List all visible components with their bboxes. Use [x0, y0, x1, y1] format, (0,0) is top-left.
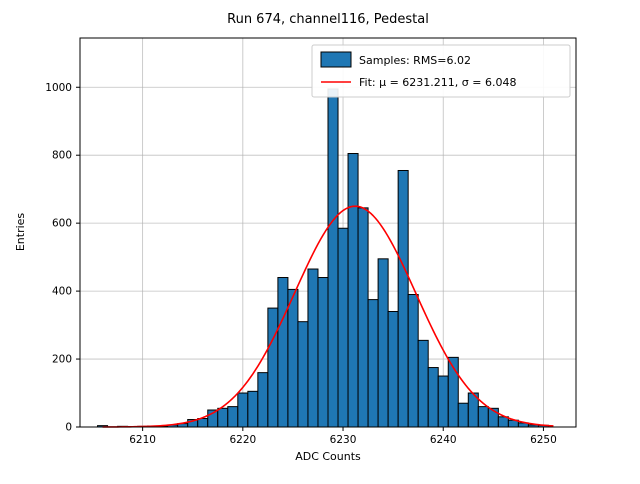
fit-curve-layer — [102, 205, 554, 428]
histogram-bar — [197, 418, 209, 428]
histogram-bar — [477, 406, 489, 428]
histogram-bar — [397, 169, 409, 428]
legend-samples-swatch — [320, 51, 352, 68]
histogram-bar — [367, 299, 379, 428]
legend-fit-label: Fit: μ = 6231.211, σ = 6.048 — [359, 76, 516, 89]
histogram-bar — [497, 416, 509, 428]
histogram-bar — [437, 375, 449, 428]
histogram-bar — [227, 406, 239, 428]
x-axis-label: ADC Counts — [295, 450, 361, 463]
x-tick-label: 6210 — [129, 434, 156, 446]
x-tick-label: 6240 — [430, 434, 457, 446]
y-tick-label: 600 — [52, 218, 72, 230]
histogram-bar — [257, 372, 269, 428]
histogram-bar — [427, 367, 439, 428]
histogram-bar — [277, 277, 289, 428]
x-tick-label: 6250 — [530, 434, 557, 446]
y-tick-label: 0 — [65, 422, 72, 434]
histogram-bar — [377, 258, 389, 428]
axes-box — [79, 37, 577, 428]
y-tick-label: 200 — [52, 354, 72, 366]
fit-curve — [102, 205, 554, 428]
histogram-bar — [247, 390, 259, 428]
histogram-bar — [217, 407, 229, 428]
histogram-bar — [347, 153, 359, 428]
chart-title: Run 674, channel116, Pedestal — [227, 12, 429, 27]
histogram-bar — [327, 88, 339, 428]
histogram-bar — [357, 207, 369, 428]
y-tick-label: 400 — [52, 286, 72, 298]
histogram-bar — [297, 321, 309, 428]
legend-samples-label: Samples: RMS=6.02 — [359, 54, 471, 67]
bars-layer — [97, 88, 549, 428]
legend: Samples: RMS=6.02 Fit: μ = 6231.211, σ =… — [311, 44, 571, 98]
x-tick-label: 6220 — [229, 434, 256, 446]
y-tick-label: 1000 — [45, 82, 72, 94]
histogram-bar — [307, 268, 319, 428]
histogram-bar — [317, 277, 329, 428]
histogram-bar — [237, 392, 249, 428]
histogram-bar — [387, 310, 399, 428]
histogram-bar — [287, 288, 299, 428]
y-axis-label: Entries — [14, 213, 27, 252]
histogram-bar — [337, 227, 349, 428]
ticks-layer: 6210 6220 6230 6240 6250 0 200 400 600 800 1000 — [45, 82, 557, 446]
histogram-bar — [417, 339, 429, 428]
legend-box — [311, 44, 571, 98]
histogram-bar — [267, 307, 279, 428]
x-tick-label: 6230 — [330, 434, 357, 446]
histogram-bar — [407, 294, 419, 428]
histogram-bar — [457, 402, 469, 428]
y-tick-label: 800 — [52, 150, 72, 162]
